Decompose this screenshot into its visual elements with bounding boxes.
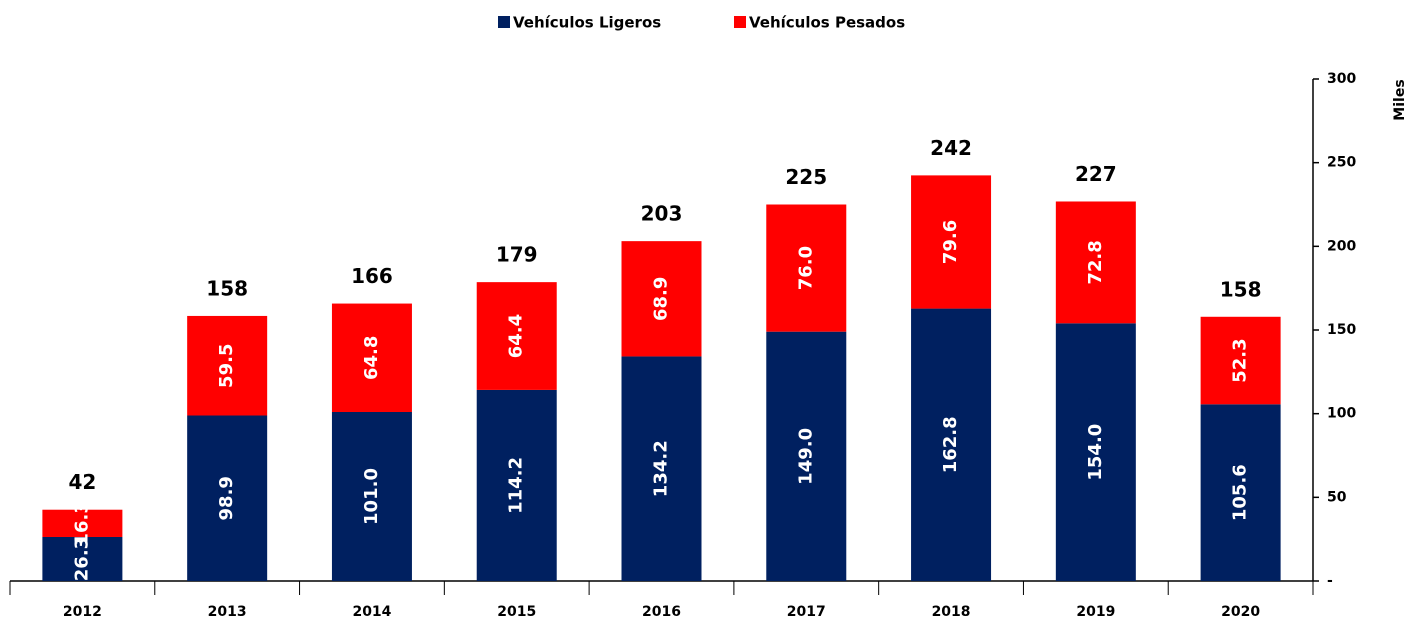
legend-swatch	[498, 16, 510, 28]
bar-segment	[621, 241, 702, 357]
value-label: 64.8	[361, 336, 382, 380]
y-tick-label: 250	[1327, 155, 1356, 171]
bar-segment	[187, 415, 268, 581]
x-tick-label: 2020	[1221, 604, 1260, 620]
bar-segment	[476, 389, 557, 581]
legend-label: Vehículos Ligeros	[513, 14, 661, 32]
value-label: 68.9	[651, 277, 672, 321]
bar-segment	[42, 509, 123, 537]
value-label: 76.0	[795, 246, 816, 290]
value-label: 26.3	[71, 537, 92, 581]
x-tick-label: 2017	[787, 604, 826, 620]
y-tick-label: 150	[1327, 322, 1356, 338]
total-label: 203	[641, 202, 683, 226]
value-label: 101.0	[361, 468, 382, 525]
x-tick-label: 2014	[352, 604, 391, 620]
total-label: 42	[68, 470, 96, 494]
legend-label: Vehículos Pesados	[749, 14, 905, 32]
value-label: 16.3	[71, 501, 92, 545]
value-label: 59.5	[216, 344, 237, 388]
bar-segment	[911, 175, 992, 309]
value-label: 79.6	[940, 220, 961, 264]
bar-segment	[476, 282, 557, 390]
total-label: 158	[206, 276, 248, 300]
x-tick-label: 2018	[932, 604, 971, 620]
bar-segment	[911, 308, 992, 581]
value-label: 105.6	[1230, 464, 1251, 521]
value-label: 134.2	[651, 440, 672, 497]
y-tick-label: -	[1327, 573, 1333, 589]
total-label: 179	[496, 243, 538, 267]
value-label: 72.8	[1085, 240, 1106, 284]
x-tick-label: 2012	[63, 604, 102, 620]
y-tick-label: 50	[1327, 489, 1347, 505]
bar-segment	[1055, 323, 1136, 581]
total-label: 158	[1220, 277, 1262, 301]
legend-swatch	[734, 16, 746, 28]
value-label: 114.2	[506, 457, 527, 514]
value-label: 64.4	[506, 314, 527, 358]
value-label: 149.0	[795, 428, 816, 485]
bar-segment	[1200, 316, 1281, 405]
bar-segment	[331, 411, 412, 581]
x-tick-label: 2015	[497, 604, 536, 620]
value-label: 154.0	[1085, 424, 1106, 481]
total-label: 227	[1075, 162, 1117, 186]
value-label: 52.3	[1230, 338, 1251, 382]
bar-segment	[331, 303, 412, 412]
value-label: 98.9	[216, 476, 237, 520]
bar-segment	[1200, 404, 1281, 581]
y-axis-label: Miles	[1392, 79, 1408, 120]
x-tick-label: 2016	[642, 604, 681, 620]
y-tick-label: 100	[1327, 406, 1356, 422]
x-tick-label: 2013	[208, 604, 247, 620]
value-label: 162.8	[940, 416, 961, 473]
bar-segment	[766, 331, 847, 581]
y-tick-label: 200	[1327, 238, 1356, 254]
bar-segment	[621, 356, 702, 581]
total-label: 242	[930, 136, 972, 160]
total-label: 166	[351, 264, 393, 288]
x-tick-label: 2019	[1076, 604, 1115, 620]
bar-segment	[1055, 201, 1136, 324]
bar-segment	[766, 204, 847, 332]
y-tick-label: 300	[1327, 71, 1356, 87]
bar-segment	[42, 536, 123, 581]
bar-segment	[187, 315, 268, 416]
total-label: 225	[785, 165, 827, 189]
